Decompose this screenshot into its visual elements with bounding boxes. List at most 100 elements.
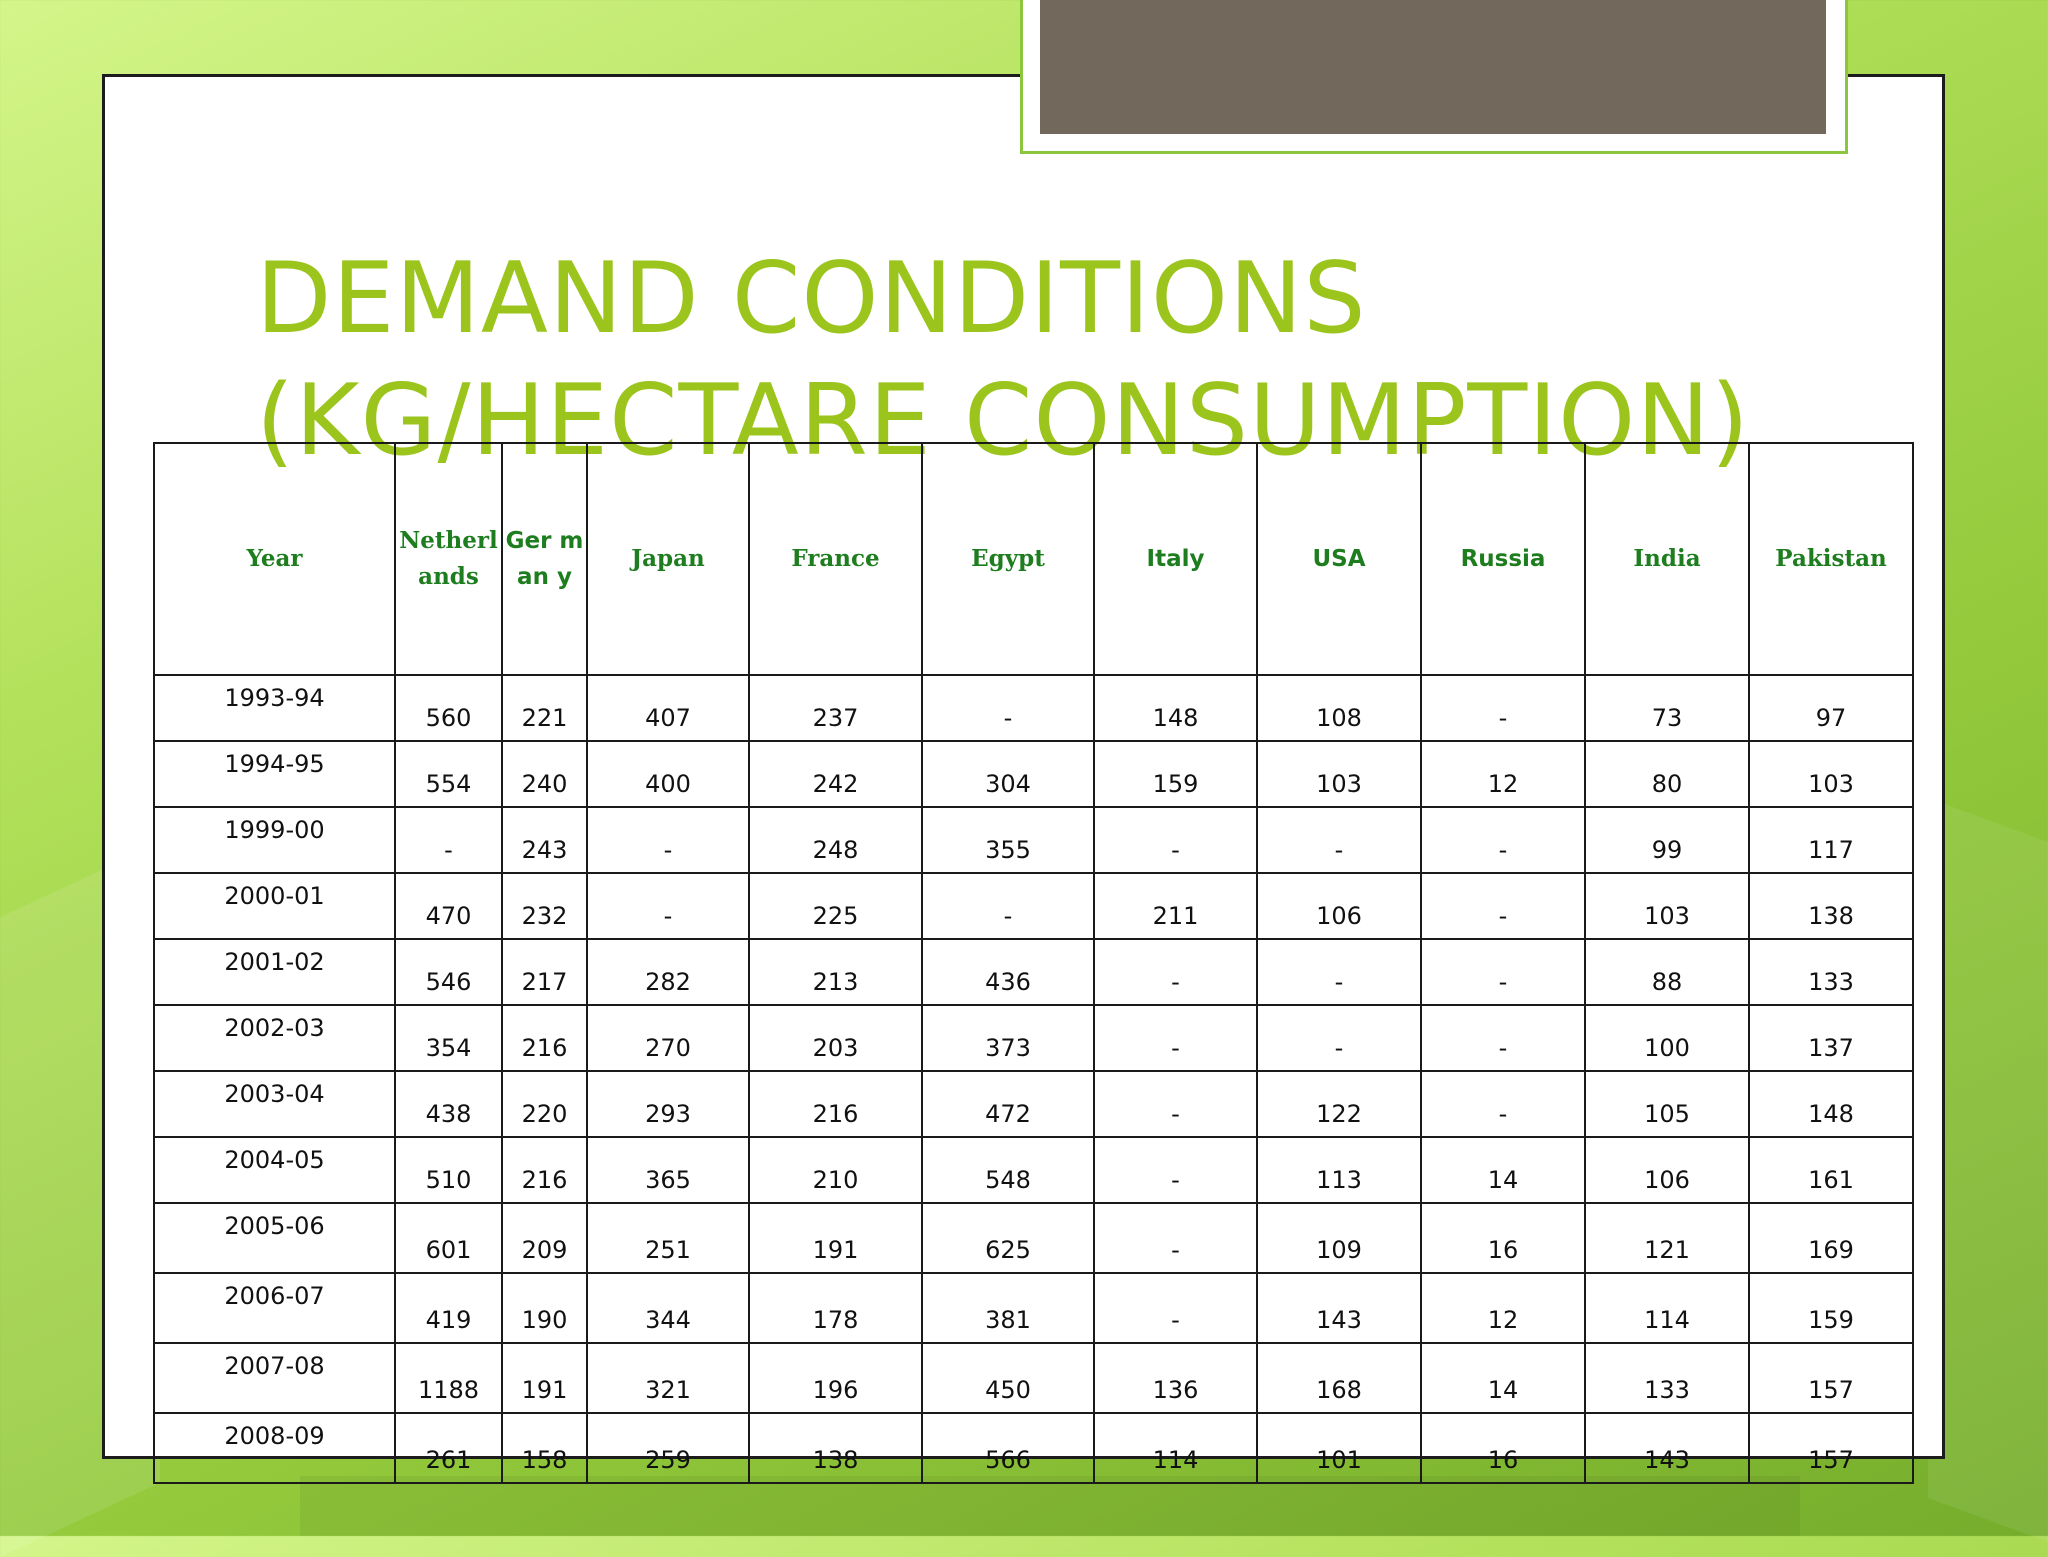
table-row: 2001-02 546 217 282 213 436 - - - 88 133 [153, 938, 1914, 1006]
table-cell: 470 [394, 872, 503, 940]
table-cell: 138 [1748, 872, 1914, 940]
table-cell: 213 [748, 938, 923, 1006]
column-header-egypt: Egypt [921, 442, 1095, 676]
column-header-pakistan: Pakistan [1748, 442, 1914, 676]
table-cell: 220 [501, 1070, 588, 1138]
table-cell: 450 [921, 1342, 1095, 1414]
table-cell: - [1420, 674, 1586, 742]
table-cell: - [1256, 806, 1422, 874]
table-cell: 216 [501, 1136, 588, 1204]
table-cell: - [1093, 1272, 1258, 1344]
table-cell: 210 [748, 1136, 923, 1204]
table-cell: 103 [1584, 872, 1750, 940]
table-cell: 143 [1256, 1272, 1422, 1344]
table-cell: 114 [1584, 1272, 1750, 1344]
table-cell: 373 [921, 1004, 1095, 1072]
table-cell: 472 [921, 1070, 1095, 1138]
table-cell: 282 [586, 938, 750, 1006]
table-cell: 242 [748, 740, 923, 808]
table-cell: 108 [1256, 674, 1422, 742]
table-cell: 419 [394, 1272, 503, 1344]
table-cell: 217 [501, 938, 588, 1006]
column-header-usa: USA [1256, 442, 1422, 676]
title-tab-fill [1040, 0, 1826, 134]
table-row: 2000-01 470 232 - 225 - 211 106 - 103 13… [153, 872, 1914, 940]
column-header-russia: Russia [1420, 442, 1586, 676]
table-cell: 216 [748, 1070, 923, 1138]
table-cell: 293 [586, 1070, 750, 1138]
table-cell: - [586, 872, 750, 940]
cell-year: 2004-05 [153, 1136, 396, 1204]
table-cell: - [586, 806, 750, 874]
table-cell: 248 [748, 806, 923, 874]
table-cell: 259 [586, 1412, 750, 1484]
table-row: 2004-05 510 216 365 210 548 - 113 14 106… [153, 1136, 1914, 1204]
table-cell: 16 [1420, 1412, 1586, 1484]
table-cell: 138 [748, 1412, 923, 1484]
table-cell: 114 [1093, 1412, 1258, 1484]
table-cell: 157 [1748, 1342, 1914, 1414]
table-cell: - [1256, 938, 1422, 1006]
table-cell: 400 [586, 740, 750, 808]
table-cell: 251 [586, 1202, 750, 1274]
table-cell: 105 [1584, 1070, 1750, 1138]
table-cell: 560 [394, 674, 503, 742]
table-cell: 113 [1256, 1136, 1422, 1204]
table-cell: 438 [394, 1070, 503, 1138]
column-header-germany: Ger man y [501, 442, 588, 676]
table-cell: 178 [748, 1272, 923, 1344]
table-row: 1993-94 560 221 407 237 - 148 108 - 73 9… [153, 674, 1914, 742]
cell-year: 2008-09 [153, 1412, 396, 1484]
table-cell: - [1420, 872, 1586, 940]
table-cell: 122 [1256, 1070, 1422, 1138]
table-cell: 381 [921, 1272, 1095, 1344]
table-cell: 344 [586, 1272, 750, 1344]
cell-year: 2005-06 [153, 1202, 396, 1274]
table-cell: 354 [394, 1004, 503, 1072]
table-cell: 97 [1748, 674, 1914, 742]
column-header-japan: Japan [586, 442, 750, 676]
table-cell: 148 [1093, 674, 1258, 742]
table-cell: 546 [394, 938, 503, 1006]
table-cell: - [1420, 1004, 1586, 1072]
column-header-year: Year [153, 442, 396, 676]
table-cell: 548 [921, 1136, 1095, 1204]
table-cell: 225 [748, 872, 923, 940]
table-row: 2002-03 354 216 270 203 373 - - - 100 13… [153, 1004, 1914, 1072]
table-cell: 261 [394, 1412, 503, 1484]
table-header-row: Year Netherl ands Ger man y Japan France… [153, 442, 1914, 676]
table-cell: 12 [1420, 1272, 1586, 1344]
table-cell: 136 [1093, 1342, 1258, 1414]
table-cell: 101 [1256, 1412, 1422, 1484]
table-cell: - [1093, 806, 1258, 874]
table-cell: 407 [586, 674, 750, 742]
table-cell: 625 [921, 1202, 1095, 1274]
table-cell: 190 [501, 1272, 588, 1344]
table-cell: - [1093, 1070, 1258, 1138]
table-cell: 270 [586, 1004, 750, 1072]
table-cell: 117 [1748, 806, 1914, 874]
table-cell: 106 [1584, 1136, 1750, 1204]
table-cell: 216 [501, 1004, 588, 1072]
table-cell: 240 [501, 740, 588, 808]
table-cell: - [1420, 806, 1586, 874]
column-header-netherlands: Netherl ands [394, 442, 503, 676]
table-row: 2003-04 438 220 293 216 472 - 122 - 105 … [153, 1070, 1914, 1138]
table-cell: 106 [1256, 872, 1422, 940]
table-cell: 103 [1748, 740, 1914, 808]
table-cell: 191 [501, 1342, 588, 1414]
table-cell: 601 [394, 1202, 503, 1274]
column-header-italy: Italy [1093, 442, 1258, 676]
table-cell: 554 [394, 740, 503, 808]
table-cell: 103 [1256, 740, 1422, 808]
table-cell: 73 [1584, 674, 1750, 742]
column-header-france: France [748, 442, 923, 676]
table-cell: - [1420, 1070, 1586, 1138]
column-header-india: India [1584, 442, 1750, 676]
table-cell: 221 [501, 674, 588, 742]
table-row: 2006-07 419 190 344 178 381 - 143 12 114… [153, 1272, 1914, 1344]
table-cell: 14 [1420, 1342, 1586, 1414]
table-cell: - [1093, 1202, 1258, 1274]
table-cell: - [394, 806, 503, 874]
table-cell: 159 [1093, 740, 1258, 808]
